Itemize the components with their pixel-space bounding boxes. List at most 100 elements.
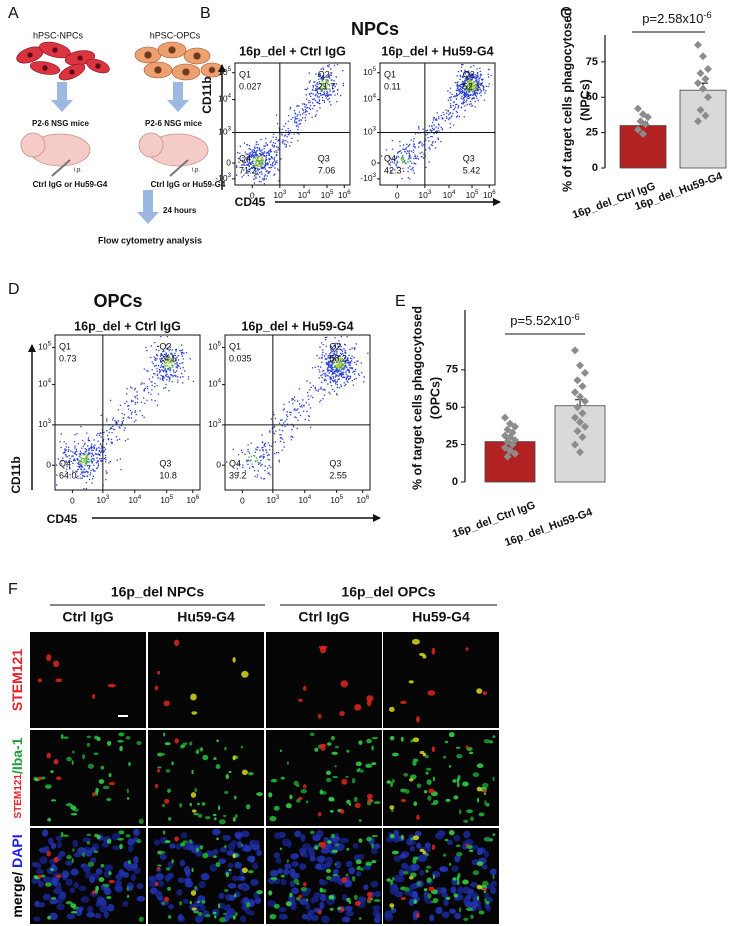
x-tick-label-exp: 3: [428, 189, 432, 196]
row-title: STEM121/Iba-1: [9, 737, 25, 818]
signal: [391, 778, 395, 784]
signal: [106, 740, 112, 746]
treatment-label: Ctrl IgG or Hu59-G4: [33, 180, 108, 189]
signal: [339, 710, 345, 716]
signal: [256, 792, 263, 797]
signal: [227, 862, 234, 869]
signal: [138, 916, 144, 923]
signal: [96, 834, 101, 840]
mouse-label: P2-6 NSG mice: [32, 119, 89, 128]
signal: [240, 745, 244, 749]
signal: [184, 880, 194, 888]
signal: [341, 778, 348, 785]
y-tick-label: 105: [218, 65, 231, 77]
x-tick-label-base: 10: [186, 495, 196, 505]
signal: [454, 854, 461, 863]
y-tick-label: 105: [363, 65, 376, 77]
signal: [128, 859, 131, 865]
x-tick-label: 106: [483, 189, 496, 201]
signal: [247, 771, 254, 776]
signal: [234, 814, 238, 819]
cell-label: hPSC-NPCs: [33, 30, 84, 40]
x-tick-label-base: 10: [418, 190, 428, 200]
x-tick-label: 106: [186, 494, 199, 506]
signal: [86, 840, 91, 845]
signal: [400, 700, 407, 705]
signal: [45, 784, 52, 789]
signal: [358, 865, 361, 869]
signal: [352, 842, 359, 849]
signal: [247, 869, 254, 874]
signal: [171, 859, 174, 864]
signal: [303, 882, 307, 887]
signal: [250, 878, 259, 886]
signal: [404, 887, 410, 892]
signal: [355, 859, 362, 865]
signal: [477, 797, 480, 803]
data-point: [694, 40, 702, 49]
y-tick-label-base: 10: [38, 342, 48, 352]
signal: [285, 901, 292, 907]
signal: [428, 886, 435, 892]
signal: [163, 700, 170, 707]
signal: [155, 873, 165, 881]
x-tick-label: 105: [321, 189, 334, 201]
signal: [157, 866, 161, 871]
x-tick-label: 106: [338, 189, 351, 201]
signal: [370, 847, 378, 855]
signal: [453, 795, 459, 800]
signal: [117, 837, 124, 841]
signal: [50, 770, 54, 774]
x-tick-label: 105: [330, 494, 343, 506]
signal: [86, 735, 92, 739]
x-tick-label: 0: [395, 190, 400, 200]
signal: [431, 844, 436, 851]
quadrant-value: 24.5: [159, 353, 177, 363]
quadrant-name: Q1: [229, 341, 241, 351]
signal: [65, 803, 73, 807]
signal: [425, 767, 432, 771]
signal: [316, 855, 326, 863]
signal: [136, 839, 142, 844]
signal: [456, 875, 460, 882]
signal: [412, 859, 417, 864]
signal: [412, 737, 420, 743]
x-tick-label-base: 10: [330, 495, 340, 505]
signal: [60, 832, 64, 838]
signal: [490, 880, 497, 888]
signal: [86, 833, 92, 837]
signal: [218, 903, 221, 909]
signal: [455, 746, 461, 749]
signal: [423, 790, 428, 794]
signal: [127, 845, 134, 853]
x-axis-label: CD45: [47, 512, 78, 526]
signal: [470, 900, 479, 908]
signal: [476, 763, 484, 769]
signal: [46, 850, 51, 857]
signal: [428, 788, 435, 794]
signal: [101, 841, 109, 848]
signal: [321, 889, 327, 893]
signal: [223, 814, 227, 817]
y-tick-label: 0: [46, 459, 51, 469]
signal: [334, 863, 337, 866]
quadrant-value: 10.8: [159, 470, 177, 480]
data-point: [571, 388, 579, 397]
signal: [157, 766, 162, 769]
signal: [215, 862, 221, 867]
signal: [254, 897, 262, 904]
signal: [389, 805, 395, 810]
x-tick-label: 104: [298, 189, 311, 201]
signal: [102, 785, 110, 790]
signal: [465, 745, 469, 749]
signal: [319, 841, 327, 846]
signal: [209, 864, 218, 872]
signal: [269, 815, 277, 822]
data-point: [696, 105, 705, 114]
signal: [462, 879, 469, 885]
signal: [190, 890, 197, 896]
signal: [78, 885, 87, 892]
panel-label: D: [8, 281, 20, 298]
signal: [218, 917, 226, 923]
signal: [426, 877, 432, 883]
